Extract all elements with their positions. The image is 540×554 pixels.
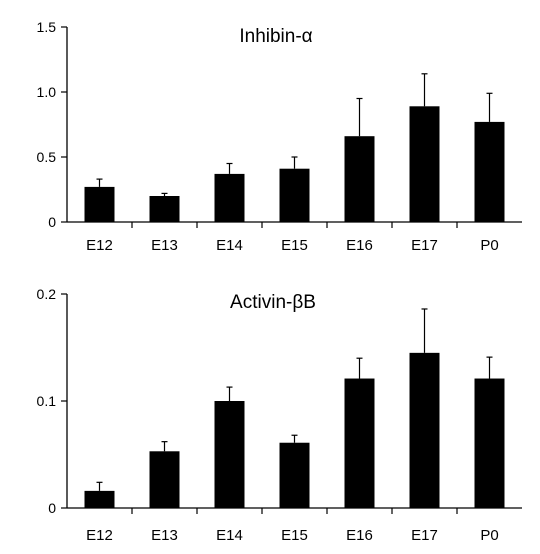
chart-title: Inhibin-α [239,26,312,47]
bar-e16 [344,136,375,222]
chart-title: Activin-βB [230,292,316,313]
x-tick-label: E14 [216,237,243,254]
bar-e17 [409,352,440,508]
x-tick-label: E17 [411,527,438,544]
x-tick-label: E13 [151,237,178,254]
y-tick-label: 1.5 [37,19,57,35]
inhibin-alpha-chart: Inhibin-α 0 0.5 1.0 1.5 E12 E13 E14 E15 E16 E17 P0 [37,19,522,254]
bar-p0 [474,121,505,222]
x-tick-label: E16 [346,237,373,254]
y-tick-label: 0 [48,214,56,230]
x-tick-label: E16 [346,527,373,544]
y-tick-label: 1.0 [37,84,57,100]
y-tick-label: 0 [48,500,56,516]
bar-e13 [149,196,180,222]
x-tick-label: E17 [411,237,438,254]
x-tick-label: E12 [86,237,113,254]
y-tick-label: 0.2 [37,286,57,302]
bar-e14 [214,173,245,222]
y-tick-label: 0.1 [37,393,57,409]
x-tick-label: E14 [216,527,243,544]
x-tick-label: P0 [480,527,498,544]
bar-e15 [279,442,310,508]
x-tick-label: E15 [281,527,308,544]
y-tick-label: 0.5 [37,149,57,165]
bar-e15 [279,168,310,222]
bar-e16 [344,378,375,508]
x-tick-label: P0 [480,237,498,254]
bar-p0 [474,378,505,508]
bar-e14 [214,401,245,508]
x-tick-label: E15 [281,237,308,254]
bar-e13 [149,451,180,508]
activin-betab-chart: Activin-βB 0 0.1 0.2 E12 E13 E14 E15 E16 E17 P0 [37,286,522,544]
x-tick-label: E13 [151,527,178,544]
bar-e17 [409,106,440,222]
x-tick-label: E12 [86,527,113,544]
bar-e12 [84,186,115,222]
bar-e12 [84,490,115,508]
